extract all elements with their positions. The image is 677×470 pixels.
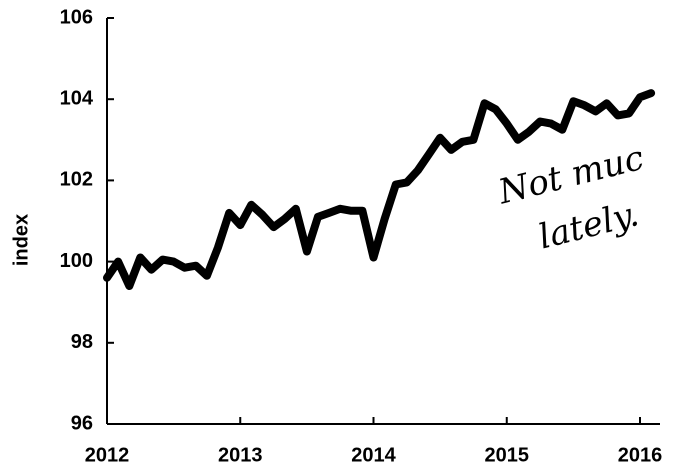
- y-tick-label: 98: [71, 331, 93, 353]
- y-axis-label: index: [10, 214, 32, 266]
- x-tick-label: 2012: [85, 444, 130, 466]
- y-tick-label: 102: [60, 169, 93, 191]
- y-tick-label: 96: [71, 412, 93, 434]
- y-tick-label: 100: [60, 250, 93, 272]
- x-tick-label: 2014: [351, 444, 396, 466]
- annotation: lately.: [535, 194, 643, 257]
- data-line: [103, 89, 656, 290]
- y-tick-label: 104: [60, 87, 94, 109]
- x-tick-label: 2015: [485, 444, 530, 466]
- y-tick-label: 106: [60, 6, 93, 28]
- x-tick-label: 2016: [618, 444, 663, 466]
- x-tick-label: 2013: [218, 444, 263, 466]
